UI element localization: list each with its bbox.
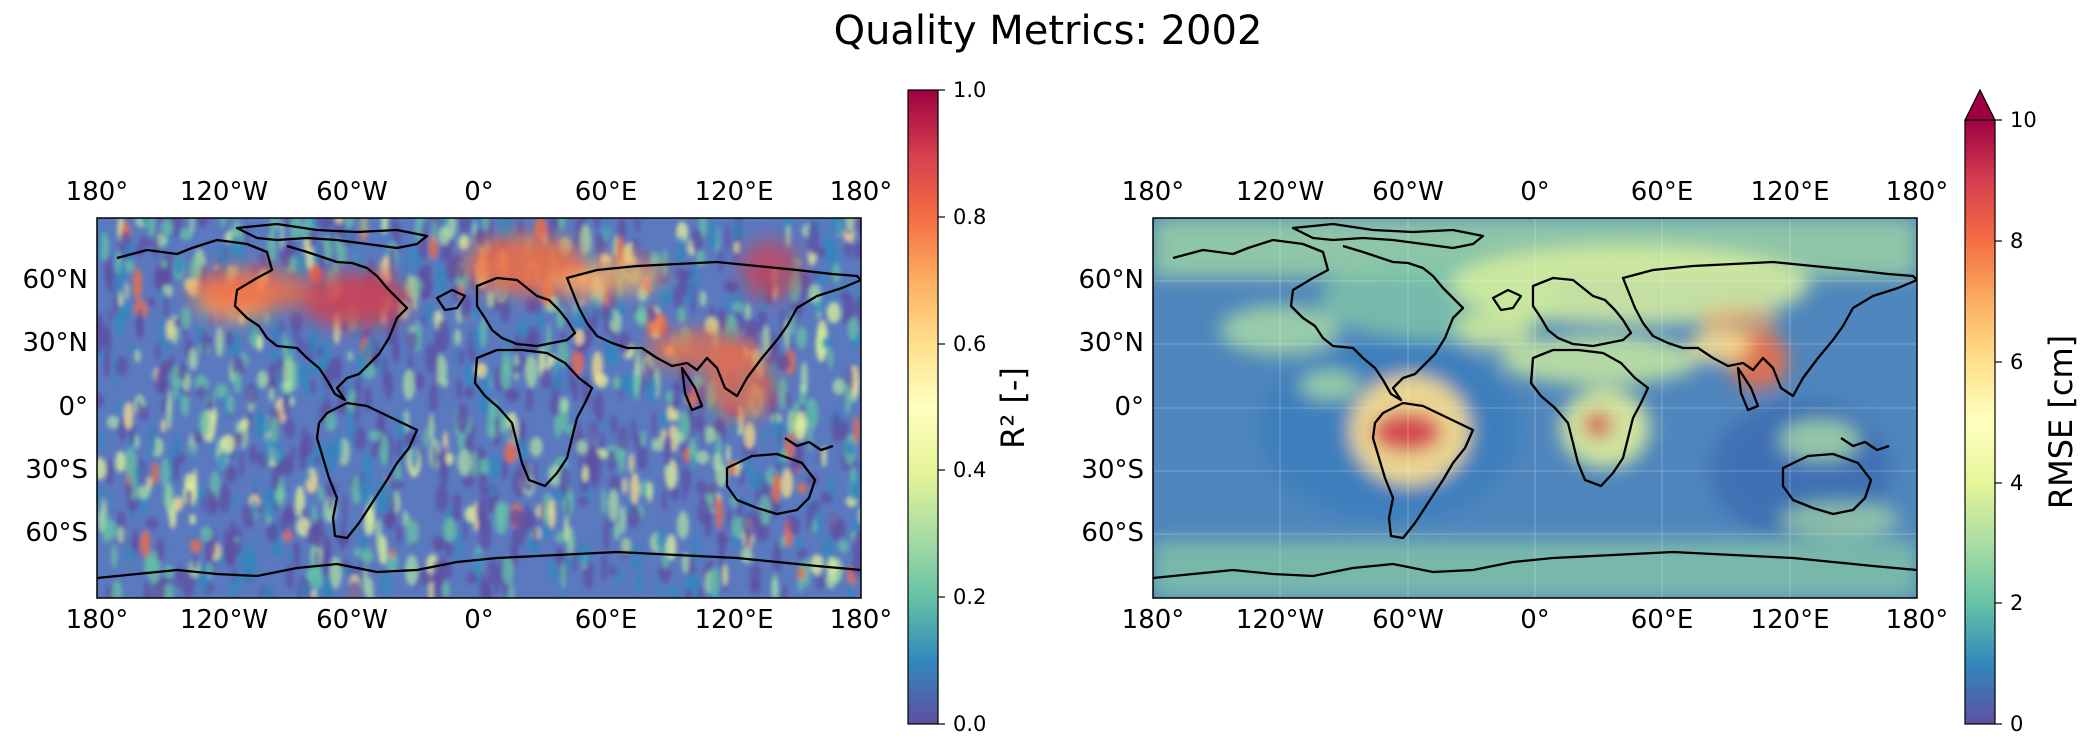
r2-lon-tick-bottom: 120°E [694,605,773,635]
r2-lon-tick-bottom: 0° [464,605,494,635]
r2-lon-tick-top: 60°E [575,177,638,207]
rmse-lon-tick-top: 180° [1886,177,1949,207]
r2-lon-ticks-bottom: 180° 120°W 60°W 0° 60°E 120°E 180° [66,605,893,635]
r2-colorbar-tick: 0.2 [953,585,986,609]
r2-map-panel [96,217,862,599]
rmse-lon-tick-bottom: 60°E [1631,605,1694,635]
r2-lat-ticks: 60°N 30°N 0° 30°S 60°S [22,265,88,548]
rmse-lon-tick-top: 0° [1520,177,1550,207]
rmse-lon-tick-top: 120°W [1236,177,1324,207]
r2-lon-tick-top: 120°W [180,177,268,207]
rmse-colorbar-label: RMSE [cm] [2042,335,2080,509]
rmse-colorbar: 0 2 4 6 8 10 RMSE [cm] [1964,88,2080,736]
rmse-lon-tick-bottom: 60°W [1372,605,1444,635]
r2-lon-tick-bottom: 60°W [316,605,388,635]
rmse-lat-tick: 30°S [1081,455,1144,485]
rmse-lat-tick: 60°S [1081,518,1144,548]
r2-lon-tick-top: 0° [464,177,494,207]
r2-colorbar-tick: 0.6 [953,332,986,356]
r2-colorbar-tick: 0.8 [953,205,986,229]
r2-lon-tick-bottom: 180° [830,605,893,635]
rmse-lon-tick-bottom: 120°W [1236,605,1324,635]
rmse-lon-tick-top: 120°E [1750,177,1829,207]
r2-lat-tick: 60°N [22,265,88,295]
rmse-lat-tick: 0° [1114,392,1144,422]
r2-colorbar-tick: 0.0 [953,712,986,736]
rmse-lon-ticks-bottom: 180° 120°W 60°W 0° 60°E 120°E 180° [1122,605,1949,635]
r2-lon-tick-top: 180° [66,177,129,207]
r2-lon-tick-bottom: 60°E [575,605,638,635]
rmse-lon-tick-top: 180° [1122,177,1185,207]
r2-lon-tick-top: 180° [830,177,893,207]
rmse-lon-tick-bottom: 120°E [1750,605,1829,635]
r2-lon-tick-bottom: 180° [66,605,129,635]
r2-colorbar-tick: 1.0 [953,78,986,102]
r2-lat-tick: 30°N [22,328,88,358]
rmse-colorbar-tick: 0 [2010,712,2023,736]
r2-lat-tick: 30°S [25,455,88,485]
rmse-lon-ticks-top: 180° 120°W 60°W 0° 60°E 120°E 180° [1122,177,1949,207]
r2-lon-tick-bottom: 120°W [180,605,268,635]
rmse-lon-tick-bottom: 0° [1520,605,1550,635]
rmse-gridlines [1153,218,1917,598]
r2-lat-tick: 60°S [25,518,88,548]
rmse-colorbar-extend-arrow [1964,88,1996,121]
rmse-lon-tick-top: 60°E [1631,177,1694,207]
rmse-lat-tick: 30°N [1078,328,1144,358]
rmse-lat-ticks: 60°N 30°N 0° 30°S 60°S [1078,265,1144,548]
rmse-lon-tick-top: 60°W [1372,177,1444,207]
r2-lat-tick: 0° [58,392,88,422]
r2-lon-tick-top: 120°E [694,177,773,207]
rmse-lon-tick-bottom: 180° [1886,605,1949,635]
rmse-map-panel [1152,217,1918,599]
r2-colorbar-label: R² [-] [994,367,1032,449]
rmse-colorbar-tick: 8 [2010,229,2023,253]
rmse-colorbar-tick: 2 [2010,591,2023,615]
r2-lon-ticks-top: 180° 120°W 60°W 0° 60°E 120°E 180° [66,177,893,207]
r2-colorbar-tick: 0.4 [953,458,986,482]
r2-hotspots [190,235,800,420]
rmse-lon-tick-bottom: 180° [1122,605,1185,635]
rmse-lat-tick: 60°N [1078,265,1144,295]
rmse-colorbar-tick: 10 [2010,108,2037,132]
figure-title: Quality Metrics: 2002 [834,8,1263,54]
r2-colorbar: 0.0 0.2 0.4 0.6 0.8 1.0 R² [-] [907,78,1032,736]
r2-lon-tick-top: 60°W [316,177,388,207]
rmse-colorbar-tick: 6 [2010,350,2023,374]
rmse-colorbar-tick: 4 [2010,471,2023,495]
